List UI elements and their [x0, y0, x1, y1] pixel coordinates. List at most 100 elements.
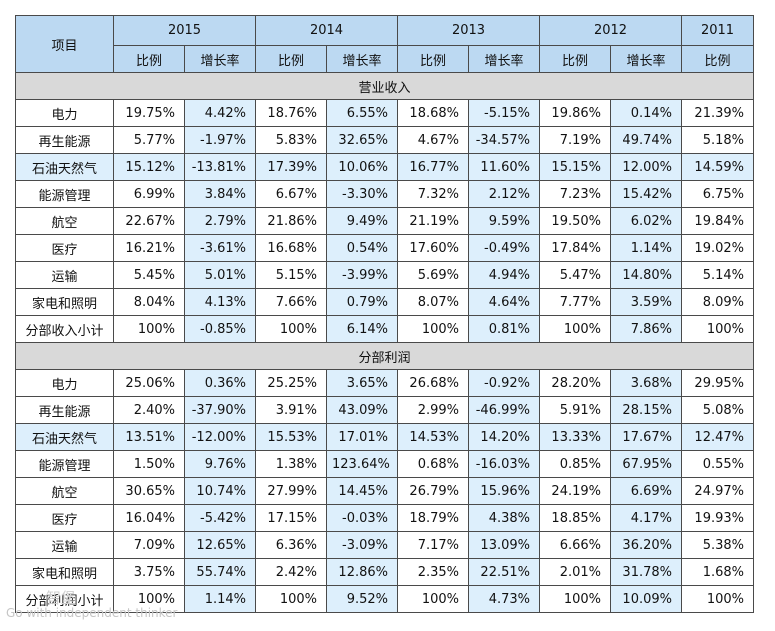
- subheader-growth: 增长率: [184, 45, 256, 73]
- ratio-cell: 16.68%: [255, 234, 327, 262]
- row-label: 运输: [15, 261, 114, 289]
- row-label: 医疗: [15, 504, 114, 532]
- growth-cell: -3.30%: [326, 180, 398, 208]
- growth-cell: 5.01%: [184, 261, 256, 289]
- growth-cell: 36.20%: [610, 531, 682, 559]
- ratio-cell: 5.45%: [113, 261, 185, 289]
- header-year-2011: 2011: [681, 15, 754, 46]
- growth-cell: 0.81%: [468, 315, 540, 343]
- ratio-cell: 26.79%: [397, 477, 469, 505]
- growth-cell: 22.51%: [468, 558, 540, 586]
- ratio-cell: 13.51%: [113, 423, 185, 451]
- table-row: 石油天然气 15.12% -13.81% 17.39% 10.06% 16.77% 11.6…: [15, 153, 754, 181]
- segment-data-table: 项目 2015 2014 2013 2012 2011 比例 增长率 比例 增长…: [15, 15, 754, 613]
- ratio-cell: 22.67%: [113, 207, 185, 235]
- ratio-cell: 0.55%: [681, 450, 754, 478]
- ratio-cell: 6.99%: [113, 180, 185, 208]
- ratio-cell: 19.93%: [681, 504, 754, 532]
- growth-cell: 3.84%: [184, 180, 256, 208]
- growth-cell: 4.38%: [468, 504, 540, 532]
- table-header: 项目 2015 2014 2013 2012 2011 比例 增长率 比例 增长…: [15, 15, 754, 73]
- growth-cell: 9.52%: [326, 585, 398, 613]
- header-year-2013: 2013: [397, 15, 540, 46]
- growth-cell: 2.79%: [184, 207, 256, 235]
- ratio-cell: 6.67%: [255, 180, 327, 208]
- ratio-cell: 26.68%: [397, 369, 469, 397]
- growth-cell: 13.09%: [468, 531, 540, 559]
- ratio-cell: 13.33%: [539, 423, 611, 451]
- growth-cell: 10.09%: [610, 585, 682, 613]
- row-label: 家电和照明: [15, 288, 114, 316]
- ratio-cell: 17.60%: [397, 234, 469, 262]
- growth-cell: 17.67%: [610, 423, 682, 451]
- row-label: 再生能源: [15, 126, 114, 154]
- ratio-cell: 17.84%: [539, 234, 611, 262]
- growth-cell: 1.14%: [184, 585, 256, 613]
- growth-cell: -0.85%: [184, 315, 256, 343]
- growth-cell: -37.90%: [184, 396, 256, 424]
- ratio-cell: 7.19%: [539, 126, 611, 154]
- section-row: 营业收入: [15, 72, 754, 100]
- growth-cell: 9.76%: [184, 450, 256, 478]
- ratio-cell: 15.12%: [113, 153, 185, 181]
- growth-cell: 11.60%: [468, 153, 540, 181]
- ratio-cell: 5.38%: [681, 531, 754, 559]
- header-year-2014: 2014: [255, 15, 398, 46]
- table-body: 营业收入 电力 19.75% 4.42% 18.76% 6.55% 18.68% -5.15%…: [15, 72, 754, 613]
- growth-cell: 6.14%: [326, 315, 398, 343]
- ratio-cell: 100%: [397, 315, 469, 343]
- row-label: 再生能源: [15, 396, 114, 424]
- ratio-cell: 18.68%: [397, 99, 469, 127]
- growth-cell: 123.64%: [326, 450, 398, 478]
- ratio-cell: 1.50%: [113, 450, 185, 478]
- growth-cell: 32.65%: [326, 126, 398, 154]
- subheader-ratio: 比例: [539, 45, 611, 73]
- ratio-cell: 6.36%: [255, 531, 327, 559]
- ratio-cell: 12.47%: [681, 423, 754, 451]
- growth-cell: 0.79%: [326, 288, 398, 316]
- data-table-container: 项目 2015 2014 2013 2012 2011 比例 增长率 比例 增长…: [15, 15, 754, 613]
- ratio-cell: 19.84%: [681, 207, 754, 235]
- row-label: 电力: [15, 99, 114, 127]
- growth-cell: -1.97%: [184, 126, 256, 154]
- watermark-tagline: Go with independent thinker: [6, 606, 178, 620]
- ratio-cell: 15.53%: [255, 423, 327, 451]
- table-row: 航空 22.67% 2.79% 21.86% 9.49% 21.19% 9.59% 19.50…: [15, 207, 754, 235]
- growth-cell: 6.69%: [610, 477, 682, 505]
- growth-cell: 0.36%: [184, 369, 256, 397]
- row-label: 分部收入小计: [15, 315, 114, 343]
- ratio-cell: 19.86%: [539, 99, 611, 127]
- growth-cell: 4.73%: [468, 585, 540, 613]
- row-label: 电力: [15, 369, 114, 397]
- watermark: 智堡 Go with independent thinker: [6, 587, 178, 620]
- growth-cell: -5.42%: [184, 504, 256, 532]
- ratio-cell: 4.67%: [397, 126, 469, 154]
- ratio-cell: 19.02%: [681, 234, 754, 262]
- growth-cell: 4.64%: [468, 288, 540, 316]
- ratio-cell: 25.25%: [255, 369, 327, 397]
- subheader-growth: 增长率: [468, 45, 540, 73]
- header-year-2012: 2012: [539, 15, 682, 46]
- ratio-cell: 15.15%: [539, 153, 611, 181]
- watermark-brand: 智堡: [46, 589, 77, 607]
- ratio-cell: 7.17%: [397, 531, 469, 559]
- ratio-cell: 7.09%: [113, 531, 185, 559]
- ratio-cell: 16.21%: [113, 234, 185, 262]
- growth-cell: -5.15%: [468, 99, 540, 127]
- ratio-cell: 21.19%: [397, 207, 469, 235]
- growth-cell: 55.74%: [184, 558, 256, 586]
- growth-cell: -16.03%: [468, 450, 540, 478]
- subheader-ratio: 比例: [681, 45, 754, 73]
- table-row: 能源管理 6.99% 3.84% 6.67% -3.30% 7.32% 2.12% 7.23%…: [15, 180, 754, 208]
- ratio-cell: 5.14%: [681, 261, 754, 289]
- ratio-cell: 5.08%: [681, 396, 754, 424]
- table-row: 能源管理 1.50% 9.76% 1.38% 123.64% 0.68% -16.03% 0.…: [15, 450, 754, 478]
- ratio-cell: 24.97%: [681, 477, 754, 505]
- row-label: 能源管理: [15, 450, 114, 478]
- growth-cell: 6.55%: [326, 99, 398, 127]
- table-row: 再生能源 2.40% -37.90% 3.91% 43.09% 2.99% -46.99% 5…: [15, 396, 754, 424]
- ratio-cell: 100%: [255, 315, 327, 343]
- ratio-cell: 2.40%: [113, 396, 185, 424]
- ratio-cell: 28.20%: [539, 369, 611, 397]
- growth-cell: 6.02%: [610, 207, 682, 235]
